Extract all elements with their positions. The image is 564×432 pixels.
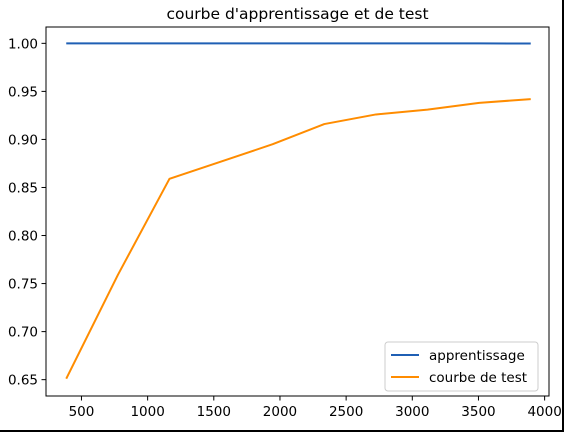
x-tick-label: 3000 [395,404,429,420]
y-tick-label: 0.90 [8,132,38,148]
x-tick-label: 2000 [263,404,297,420]
legend-label: apprentissage [429,348,525,364]
y-tick-label: 1.00 [8,36,38,52]
window-border-right [562,0,564,432]
y-tick-label: 0.70 [8,325,38,341]
series-layer [65,42,531,380]
legend-box [384,341,539,392]
y-tick-label: 0.75 [8,277,38,293]
legend-label: courbe de test [429,370,527,386]
y-tick-label: 0.85 [8,180,38,196]
legend: apprentissage courbe de test [384,341,539,392]
x-tick-label: 1000 [130,404,164,420]
y-tick-label: 0.95 [8,84,38,100]
chart-title: courbe d'apprentissage et de test [166,5,428,23]
x-tick-label: 2500 [329,404,363,420]
axes-frame [45,26,550,397]
y-tick-label: 0.65 [8,373,38,389]
series-line-test [65,98,531,380]
x-tick-label: 3500 [461,404,495,420]
x-tick-label: 1500 [197,404,231,420]
x-tick-label: 500 [69,404,95,420]
window-border-bottom [0,430,564,432]
y-tick-label: 0.80 [8,229,38,245]
x-tick-label: 4000 [527,404,561,420]
axes: 500 1000 1500 2000 2500 3000 3500 4000 0.65 0.70 0… [8,26,562,420]
